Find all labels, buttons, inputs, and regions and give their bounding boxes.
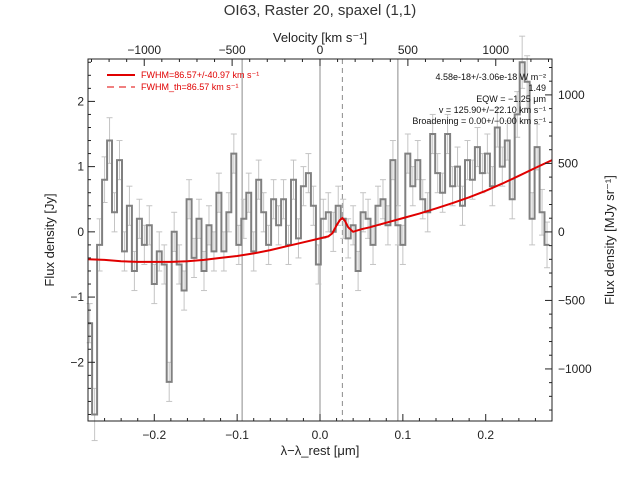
annotation-eqw: EQW = −1.25 μm xyxy=(476,94,546,104)
y-tick-label: −1 xyxy=(70,290,84,304)
chart-title: OI63, Raster 20, spaxel (1,1) xyxy=(224,2,417,19)
annotation-velocity: v = 125.90+/−22.10 km s⁻¹ xyxy=(439,105,546,115)
legend-entry-fwhm-th: FWHM_th=86.57 km s⁻¹ xyxy=(141,82,239,92)
x-tick-label: 0.2 xyxy=(477,428,494,442)
legend: FWHM=86.57+/-40.97 km s⁻¹ FWHM_th=86.57 … xyxy=(107,70,259,92)
model-fit xyxy=(87,159,553,263)
right-tick-label: 1000 xyxy=(558,88,585,102)
top-axis-label: Velocity [km s⁻¹] xyxy=(273,30,367,45)
flux-histogram-line xyxy=(88,61,550,416)
y-tick-label: 1 xyxy=(77,160,84,174)
right-tick-label: 0 xyxy=(558,225,565,239)
x-tick-label: −0.2 xyxy=(142,428,166,442)
legend-entry-fwhm: FWHM=86.57+/-40.97 km s⁻¹ xyxy=(141,70,259,80)
top-tick-label: −1000 xyxy=(127,43,161,57)
annotation-broadening: Broadening = 0.00+/−0.00 km s⁻¹ xyxy=(412,116,546,126)
x-axis-ticks: −0.2 −0.1 0.0 0.1 0.2 xyxy=(87,414,553,442)
x-axis-label: λ−λ_rest [μm] xyxy=(281,443,360,458)
flux-histogram xyxy=(88,61,550,416)
right-tick-label: −1000 xyxy=(558,362,592,376)
y-tick-label: −2 xyxy=(70,355,84,369)
right-axis-ticks: −1000 −500 0 500 1000 xyxy=(545,66,592,411)
annotation-ratio: 1.49 xyxy=(528,83,546,93)
y-axis-label: Flux density [Jy] xyxy=(42,193,57,286)
top-axis-ticks: −1000 −500 0 500 1000 xyxy=(91,43,549,66)
x-tick-label: 0.0 xyxy=(312,428,329,442)
x-tick-label: −0.1 xyxy=(225,428,249,442)
x-tick-label: 0.1 xyxy=(395,428,412,442)
top-tick-label: 1000 xyxy=(482,43,509,57)
annotation-line-flux: 4.58e-18+/-3.06e-18 W m⁻² xyxy=(435,72,546,82)
top-tick-label: 0 xyxy=(317,43,324,57)
y-axis-ticks: −2 −1 0 1 2 xyxy=(70,61,95,415)
right-tick-label: −500 xyxy=(558,293,585,307)
right-axis-label: Flux density [MJy sr⁻¹] xyxy=(602,175,617,305)
top-tick-label: 500 xyxy=(398,43,418,57)
y-tick-label: 2 xyxy=(77,94,84,108)
model-fit-line xyxy=(87,159,553,263)
top-tick-label: −500 xyxy=(219,43,246,57)
fit-annotations: 4.58e-18+/-3.06e-18 W m⁻² 1.49 EQW = −1.… xyxy=(412,72,546,126)
right-tick-label: 500 xyxy=(558,156,578,170)
y-tick-label: 0 xyxy=(77,225,84,239)
